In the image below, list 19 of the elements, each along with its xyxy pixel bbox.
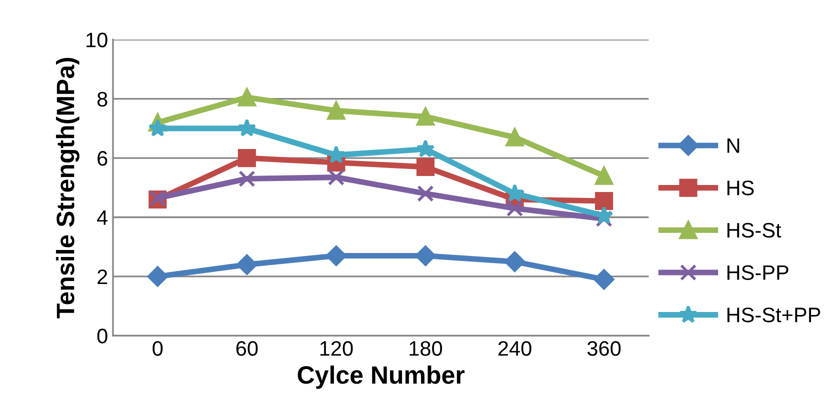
legend-label: HS-PP: [727, 265, 788, 280]
legend-label: N: [727, 138, 740, 153]
y-tick-label: 10: [86, 32, 108, 48]
legend-label: HS-St+PP: [727, 308, 820, 322]
y-tick-label: 4: [97, 210, 108, 225]
y-tick-label: 6: [98, 151, 108, 166]
x-tick-label: 120: [320, 341, 353, 356]
x-tick-label: 60: [236, 341, 258, 356]
x-tick-label: 360: [587, 341, 621, 356]
x-tick-label: 180: [410, 341, 442, 356]
y-tick-label: 8: [97, 92, 108, 107]
x-tick-label: 0: [152, 341, 163, 356]
x-axis-title: Cylce Number: [298, 366, 465, 389]
legend-label: HS: [727, 180, 754, 196]
legend-label: HS-St: [727, 222, 782, 238]
y-tick-label: 0: [97, 328, 108, 344]
y-axis-title: Tensile Strength(MPa): [56, 58, 80, 318]
y-tick-label: 2: [98, 269, 108, 284]
x-tick-label: 240: [498, 341, 532, 356]
